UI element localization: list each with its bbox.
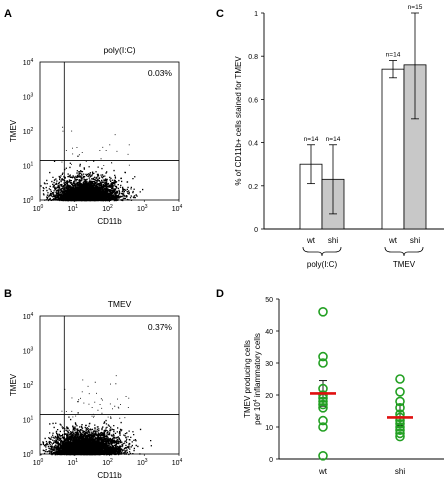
data-point: [395, 425, 405, 436]
y-tick-label: 20: [265, 393, 273, 400]
data-point: [395, 418, 405, 429]
data-point: [395, 386, 405, 397]
group-label: poly(I:C): [307, 260, 338, 269]
y-axis-label: TMEV: [9, 119, 18, 142]
y-tick-label: 40: [265, 329, 273, 336]
flow-plot-b: TMEV 100 101 102 103 104 100 101 102 103 104 CD11b T…: [9, 299, 183, 480]
category-label: wt: [388, 236, 398, 245]
category-label: wt: [306, 236, 316, 245]
y-axis-label: TMEV producing cells: [243, 340, 252, 418]
panel-letter-c: C: [216, 8, 224, 20]
n-label: n=14: [386, 52, 401, 59]
quadrant-percent: 0.37%: [148, 322, 173, 332]
panel-letter-d: D: [216, 288, 224, 300]
data-point: [318, 415, 328, 426]
group-brace: [302, 246, 342, 257]
y-tick-label: 101: [23, 162, 34, 171]
data-point: [395, 396, 405, 407]
y-axis-label-line2: per 104 inflammatory cells: [253, 333, 262, 425]
quadrant-percent: 0.03%: [148, 68, 173, 78]
data-point: [318, 306, 328, 317]
x-tick-label: 104: [172, 204, 183, 213]
event-dots: [40, 126, 144, 202]
y-tick-label: 103: [23, 93, 34, 102]
y-tick-label: 100: [23, 450, 34, 459]
category-label: shi: [410, 236, 420, 245]
x-tick-label: 101: [67, 458, 78, 467]
bar-wt: [381, 68, 405, 230]
x-tick-label: 101: [67, 204, 78, 213]
flow-plot-a: poly(I:C) 100 101 102 103 104 100 101 102 103 104 C…: [9, 45, 183, 226]
x-tick-label: 100: [33, 458, 44, 467]
x-tick-label: 103: [137, 204, 148, 213]
group-label: TMEV: [393, 260, 416, 269]
data-point: [318, 399, 328, 410]
data-point: [318, 351, 328, 362]
event-cloud: [40, 126, 144, 202]
y-tick-label: 1: [254, 11, 258, 18]
n-label: n=14: [326, 136, 341, 143]
y-tick-label: 0: [254, 227, 258, 234]
n-label: n=15: [408, 4, 423, 11]
y-axis-label: TMEV: [9, 373, 18, 396]
y-tick-label: 0.4: [248, 141, 258, 148]
data-point: [318, 390, 328, 400]
plot-title: TMEV: [108, 299, 132, 309]
group-brace: [384, 246, 424, 257]
data-point: [395, 374, 405, 384]
data-point: [395, 431, 405, 442]
panel-letter-a: A: [4, 8, 12, 20]
y-tick-label: 104: [23, 312, 34, 321]
data-point: [395, 422, 405, 432]
dot-plot-d: 0 10 20 30 40 50 TMEV producing cells per 104 i…: [243, 297, 444, 476]
y-tick-label: 0.2: [248, 184, 258, 191]
data-point: [318, 422, 328, 432]
y-tick-label: 0.6: [248, 97, 258, 104]
bar-chart-c: 0 0.2 0.4 0.6 0.8 1 % of CD11b+ cells stained …: [234, 4, 444, 269]
x-tick-label: 102: [102, 204, 113, 213]
data-point: [318, 402, 328, 413]
data-point: [395, 428, 405, 439]
y-tick-label: 10: [265, 425, 273, 432]
y-tick-label: 0.8: [248, 54, 258, 61]
y-tick-label: 101: [23, 416, 34, 425]
data-point: [395, 402, 405, 413]
y-tick-label: 50: [265, 297, 273, 304]
y-tick-label: 30: [265, 361, 273, 368]
x-tick-label: 100: [33, 204, 44, 213]
plot-title: poly(I:C): [103, 45, 135, 55]
y-tick-label: 0: [269, 457, 273, 464]
y-tick-label: 102: [23, 381, 34, 390]
event-cloud: [40, 375, 152, 456]
y-tick-label: 100: [23, 196, 34, 205]
x-axis-label: CD11b: [97, 471, 122, 480]
category-label: shi: [328, 236, 338, 245]
category-label: shi: [395, 467, 405, 476]
n-label: n=14: [304, 136, 319, 143]
category-label: wt: [318, 467, 328, 476]
y-tick-label: 104: [23, 58, 34, 67]
x-tick-label: 103: [137, 458, 148, 467]
x-tick-label: 102: [102, 458, 113, 467]
data-point: [318, 396, 328, 407]
x-axis-label: CD11b: [97, 217, 122, 226]
y-tick-label: 102: [23, 127, 34, 136]
x-tick-label: 104: [172, 458, 183, 467]
data-point: [318, 450, 328, 461]
data-point: [318, 358, 328, 368]
y-axis-label: % of CD11b+ cells stained for TMEV: [234, 56, 243, 186]
y-tick-label: 103: [23, 347, 34, 356]
event-dots: [40, 375, 152, 456]
panel-letter-b: B: [4, 288, 12, 300]
